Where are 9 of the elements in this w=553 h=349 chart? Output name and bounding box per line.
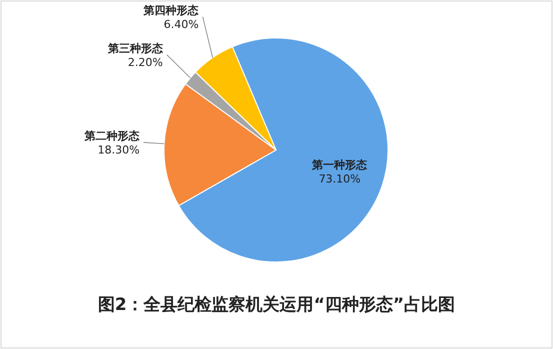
data-label: 6.40% (164, 18, 199, 31)
data-label: 18.30% (98, 143, 140, 156)
slice-label: 第二种形态 (84, 129, 141, 142)
data-label: 73.10% (318, 172, 361, 186)
slice-label: 第三种形态 (106, 42, 164, 55)
data-label: 2.20% (128, 56, 163, 69)
slice-label: 第四种形态 (142, 4, 200, 17)
text: 图2：全县纪检监察机关运用“四种形态”占比图 (98, 295, 456, 315)
slice-label: 第一种形态 (311, 158, 368, 172)
